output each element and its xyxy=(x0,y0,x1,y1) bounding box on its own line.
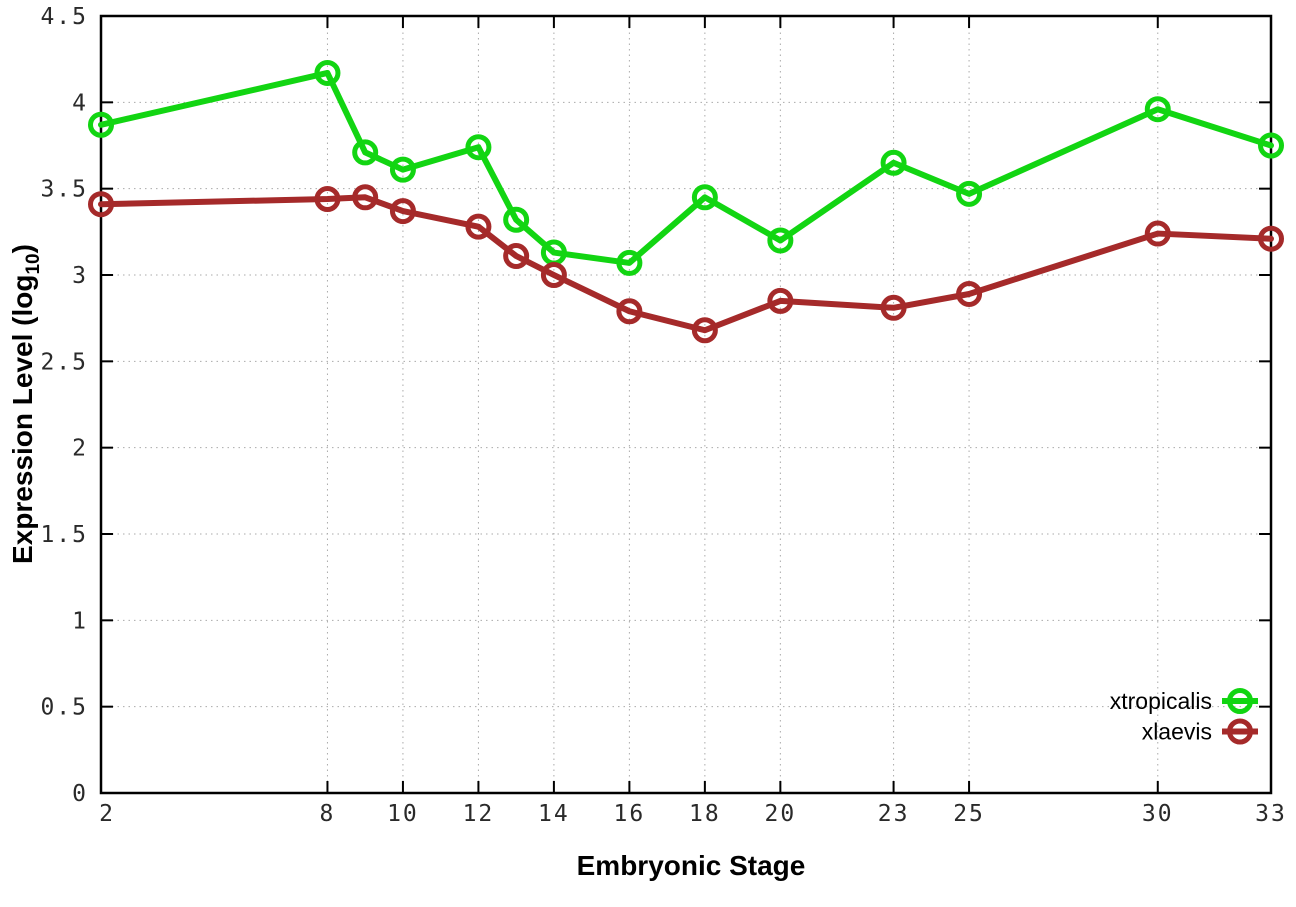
data-point-xlaevis-stage-8 xyxy=(314,186,341,213)
data-point-xtropicalis-stage-33 xyxy=(1258,132,1284,159)
grid-lines xyxy=(101,16,1271,793)
legend-label-xtropicalis: xtropicalis xyxy=(1110,688,1212,714)
legend-entry-xlaevis: xlaevis xyxy=(1142,718,1258,745)
legend-marker-xtropicalis xyxy=(1227,688,1253,714)
plot-border xyxy=(99,14,1273,795)
y-axis-title: Expression Level (log10) xyxy=(7,244,44,564)
x-tick-label: 14 xyxy=(538,801,570,827)
y-tick-label: 0 xyxy=(72,781,88,807)
data-point-xtropicalis-stage-8 xyxy=(314,59,341,86)
x-tick-label: 8 xyxy=(320,801,336,827)
data-point-xtropicalis-stage-23 xyxy=(880,149,907,176)
legend-marker-xlaevis xyxy=(1227,718,1253,745)
data-point-xlaevis-stage-13 xyxy=(503,243,530,270)
data-point-xlaevis-stage-2 xyxy=(88,191,114,218)
data-point-xtropicalis-stage-9 xyxy=(352,139,379,166)
data-point-xlaevis-stage-20 xyxy=(767,287,794,314)
data-point-xtropicalis-stage-30 xyxy=(1144,96,1171,123)
data-point-xtropicalis-stage-20 xyxy=(767,227,794,254)
y-axis-title-subscript: 10 xyxy=(23,253,44,274)
y-tick-label: 3.5 xyxy=(40,177,88,203)
legend-entry-xtropicalis: xtropicalis xyxy=(1110,688,1258,714)
x-tick-label: 16 xyxy=(614,801,646,827)
x-tick-label: 10 xyxy=(387,801,419,827)
x-axis-title: Embryonic Stage xyxy=(577,850,806,881)
x-tick-label: 18 xyxy=(689,801,721,827)
x-tick-label: 2 xyxy=(99,801,115,827)
data-point-xlaevis-stage-30 xyxy=(1144,220,1171,247)
data-point-xlaevis-stage-14 xyxy=(540,262,567,288)
y-tick-label: 1.5 xyxy=(40,522,88,548)
data-point-xlaevis-stage-9 xyxy=(352,184,379,211)
data-point-xlaevis-stage-33 xyxy=(1258,225,1284,252)
y-tick-label: 1 xyxy=(72,608,88,634)
data-point-xlaevis-stage-10 xyxy=(389,198,416,225)
x-tick-label: 30 xyxy=(1142,801,1174,827)
x-tick-label: 23 xyxy=(878,801,910,827)
legend: xtropicalis xlaevis xyxy=(1110,688,1258,745)
data-point-xtropicalis-stage-16 xyxy=(616,249,643,276)
series-xtropicalis xyxy=(88,59,1284,276)
series-xtropicalis-line xyxy=(98,69,1274,266)
data-point-xtropicalis-stage-2 xyxy=(88,111,114,138)
y-tick-label: 2.5 xyxy=(40,349,88,375)
x-tick-label: 12 xyxy=(463,801,495,827)
y-tick-label: 4 xyxy=(72,90,88,116)
data-point-xtropicalis-stage-13 xyxy=(503,206,530,233)
y-axis-title-main: Expression Level (log xyxy=(7,275,38,564)
x-tick-label: 20 xyxy=(765,801,797,827)
data-series xyxy=(88,59,1284,344)
data-point-xtropicalis-stage-12 xyxy=(465,134,492,161)
data-point-xlaevis-stage-16 xyxy=(616,298,643,325)
data-point-xlaevis-stage-12 xyxy=(465,213,492,240)
y-tick-label: 4.5 xyxy=(40,4,88,30)
y-axis-title-end: ) xyxy=(7,244,38,253)
legend-label-xlaevis: xlaevis xyxy=(1142,719,1212,745)
y-tick-label: 3 xyxy=(72,263,88,289)
data-point-xtropicalis-stage-25 xyxy=(956,180,983,207)
x-tick-label: 25 xyxy=(953,801,985,827)
data-point-xtropicalis-stage-10 xyxy=(389,156,416,183)
y-tick-label: 2 xyxy=(72,436,88,462)
data-point-xtropicalis-stage-18 xyxy=(691,184,718,211)
x-tick-label: 33 xyxy=(1255,801,1287,827)
data-point-xlaevis-stage-18 xyxy=(691,317,718,344)
series-xlaevis xyxy=(88,184,1284,344)
y-tick-label: 0.5 xyxy=(40,695,88,721)
data-point-xlaevis-stage-23 xyxy=(880,294,907,321)
axes: 2 8 10 12 14 16 18 20 23 25 30 33 0 0.5 1 1.5 2 2.5 3 3.5 4 4… xyxy=(40,4,1287,827)
data-point-xlaevis-stage-25 xyxy=(956,280,983,307)
